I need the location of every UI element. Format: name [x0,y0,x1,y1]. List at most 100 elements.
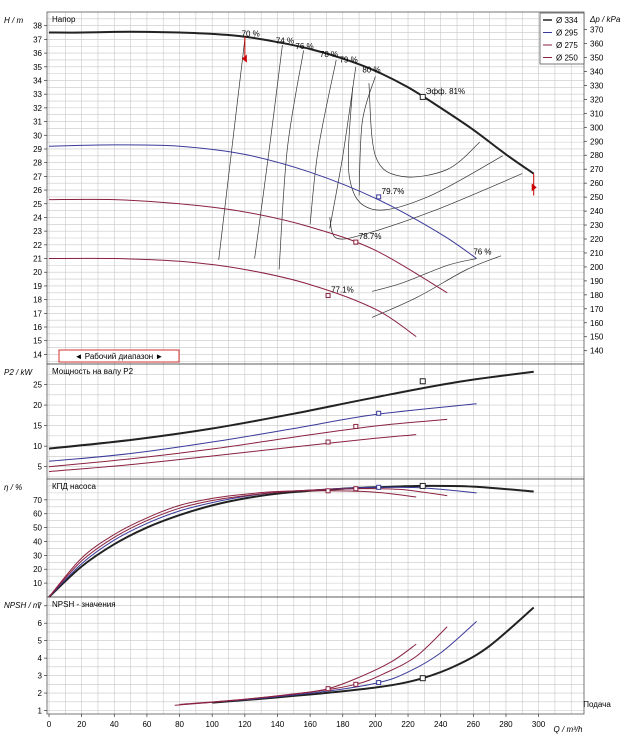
y-tick-label: 38 [33,22,42,31]
x-tick-label: 120 [238,720,252,729]
operating-point [353,681,359,687]
panel-frame [46,11,585,365]
y2-tick-label: 300 [590,123,604,132]
series-curve [48,434,417,473]
y2-tick-label: 260 [590,179,604,188]
x-tick-label: 220 [401,720,415,729]
y-tick-label: 2 [38,689,43,698]
y2-tick-label: 280 [590,151,604,160]
y-axis-label: η / % [4,483,22,492]
y-axis-label: P2 / kW [4,368,33,377]
y-tick-label: 31 [33,118,42,127]
legend-label: Ø 275 [556,41,578,50]
x-tick-label: 160 [303,720,317,729]
operating-point [376,484,382,490]
panel-title: NPSH - значения [52,600,116,609]
efficiency-isoline [347,87,503,211]
y2-tick-label: 320 [590,95,604,104]
y-tick-label: 24 [33,213,42,222]
legend-box [539,12,585,65]
efficiency-isolines [218,39,523,318]
y-tick-label: 18 [33,296,42,305]
efficiency-isoline-label: 80 % [362,65,380,74]
legend-label: Ø 295 [556,29,578,38]
y-tick-label: 23 [33,227,42,236]
operating-range-label: ◄ Рабочий диапазон ► [75,352,164,361]
efficiency-isoline-label: 78 % [320,50,338,59]
y2-tick-label: 350 [590,54,604,63]
y-tick-label: 30 [33,131,42,140]
x-tick-label: 40 [110,720,119,729]
operating-point [376,680,382,686]
y2-tick-label: 170 [590,305,604,314]
y-tick-label: 17 [33,309,42,318]
x-tick-label: 100 [206,720,220,729]
efficiency-isoline [372,258,477,292]
y2-axis-label: Δp / kPa [589,15,621,24]
y-tick-label: 29 [33,145,42,154]
panel-title: КПД насоса [52,482,96,491]
operating-point [325,293,331,299]
y-tick-label: 3 [38,672,43,681]
y-tick-label: 5 [38,463,43,472]
x-tick-label: 240 [434,720,448,729]
operating-point [353,486,359,492]
y2-tick-label: 360 [590,40,604,49]
operating-point-label: 78.7% [359,232,382,241]
series-curve [48,198,448,294]
series-curve [48,370,534,450]
operating-point [325,686,331,692]
operating-point [353,423,359,429]
y-tick-label: 60 [33,510,42,519]
y2-tick-label: 250 [590,193,604,202]
operating-point [376,194,382,200]
y2-tick-label: 140 [590,347,604,356]
panel-title: Мощность на валу P2 [52,367,134,376]
y2-tick-label: 150 [590,333,604,342]
y-tick-label: 35 [33,63,42,72]
grid [44,11,587,717]
efficiency-isoline [329,66,357,229]
series-curve [48,418,448,468]
operating-point [325,488,331,494]
x-tick-label: 60 [142,720,151,729]
y-tick-label: 26 [33,186,42,195]
y-tick-label: 33 [33,90,42,99]
efficiency-isoline-label: 70 % [242,30,260,39]
y-tick-label: 50 [33,524,42,533]
x-axis-label: Q / m³/h [554,725,583,734]
y-tick-label: 22 [33,241,42,250]
operating-point [419,482,426,489]
y-tick-label: 1 [38,707,43,716]
panel-frame [46,596,585,715]
series-curve [48,403,477,462]
y-tick-label: 20 [33,268,42,277]
operating-point [325,439,331,445]
efficiency-isoline-label: 76 % [473,247,491,256]
efficiency-isoline [309,59,337,225]
y-tick-label: 6 [38,619,43,628]
y-tick-label: 4 [38,654,43,663]
series-curve [48,144,477,259]
legend-label: Ø 334 [556,16,578,25]
x-tick-label: 200 [369,720,383,729]
y-tick-label: 37 [33,35,42,44]
operating-point [419,93,426,100]
y-tick-label: 20 [33,401,42,410]
y-tick-label: 36 [33,49,42,58]
series-curve [48,257,417,338]
y2-tick-label: 160 [590,319,604,328]
y2-tick-label: 240 [590,207,604,216]
operating-point [376,410,382,416]
operating-point-label: 79.7% [382,187,405,196]
y-tick-label: 70 [33,496,42,505]
y-tick-label: 28 [33,159,42,168]
y2-tick-label: 230 [590,221,604,230]
y-tick-label: 32 [33,104,42,113]
x-tick-label: 280 [499,720,513,729]
x-tick-label: 180 [336,720,350,729]
y-tick-label: 25 [33,381,42,390]
y-tick-label: 19 [33,282,42,291]
y-tick-label: 5 [38,637,43,646]
operating-point-label: 77.1% [331,286,354,295]
